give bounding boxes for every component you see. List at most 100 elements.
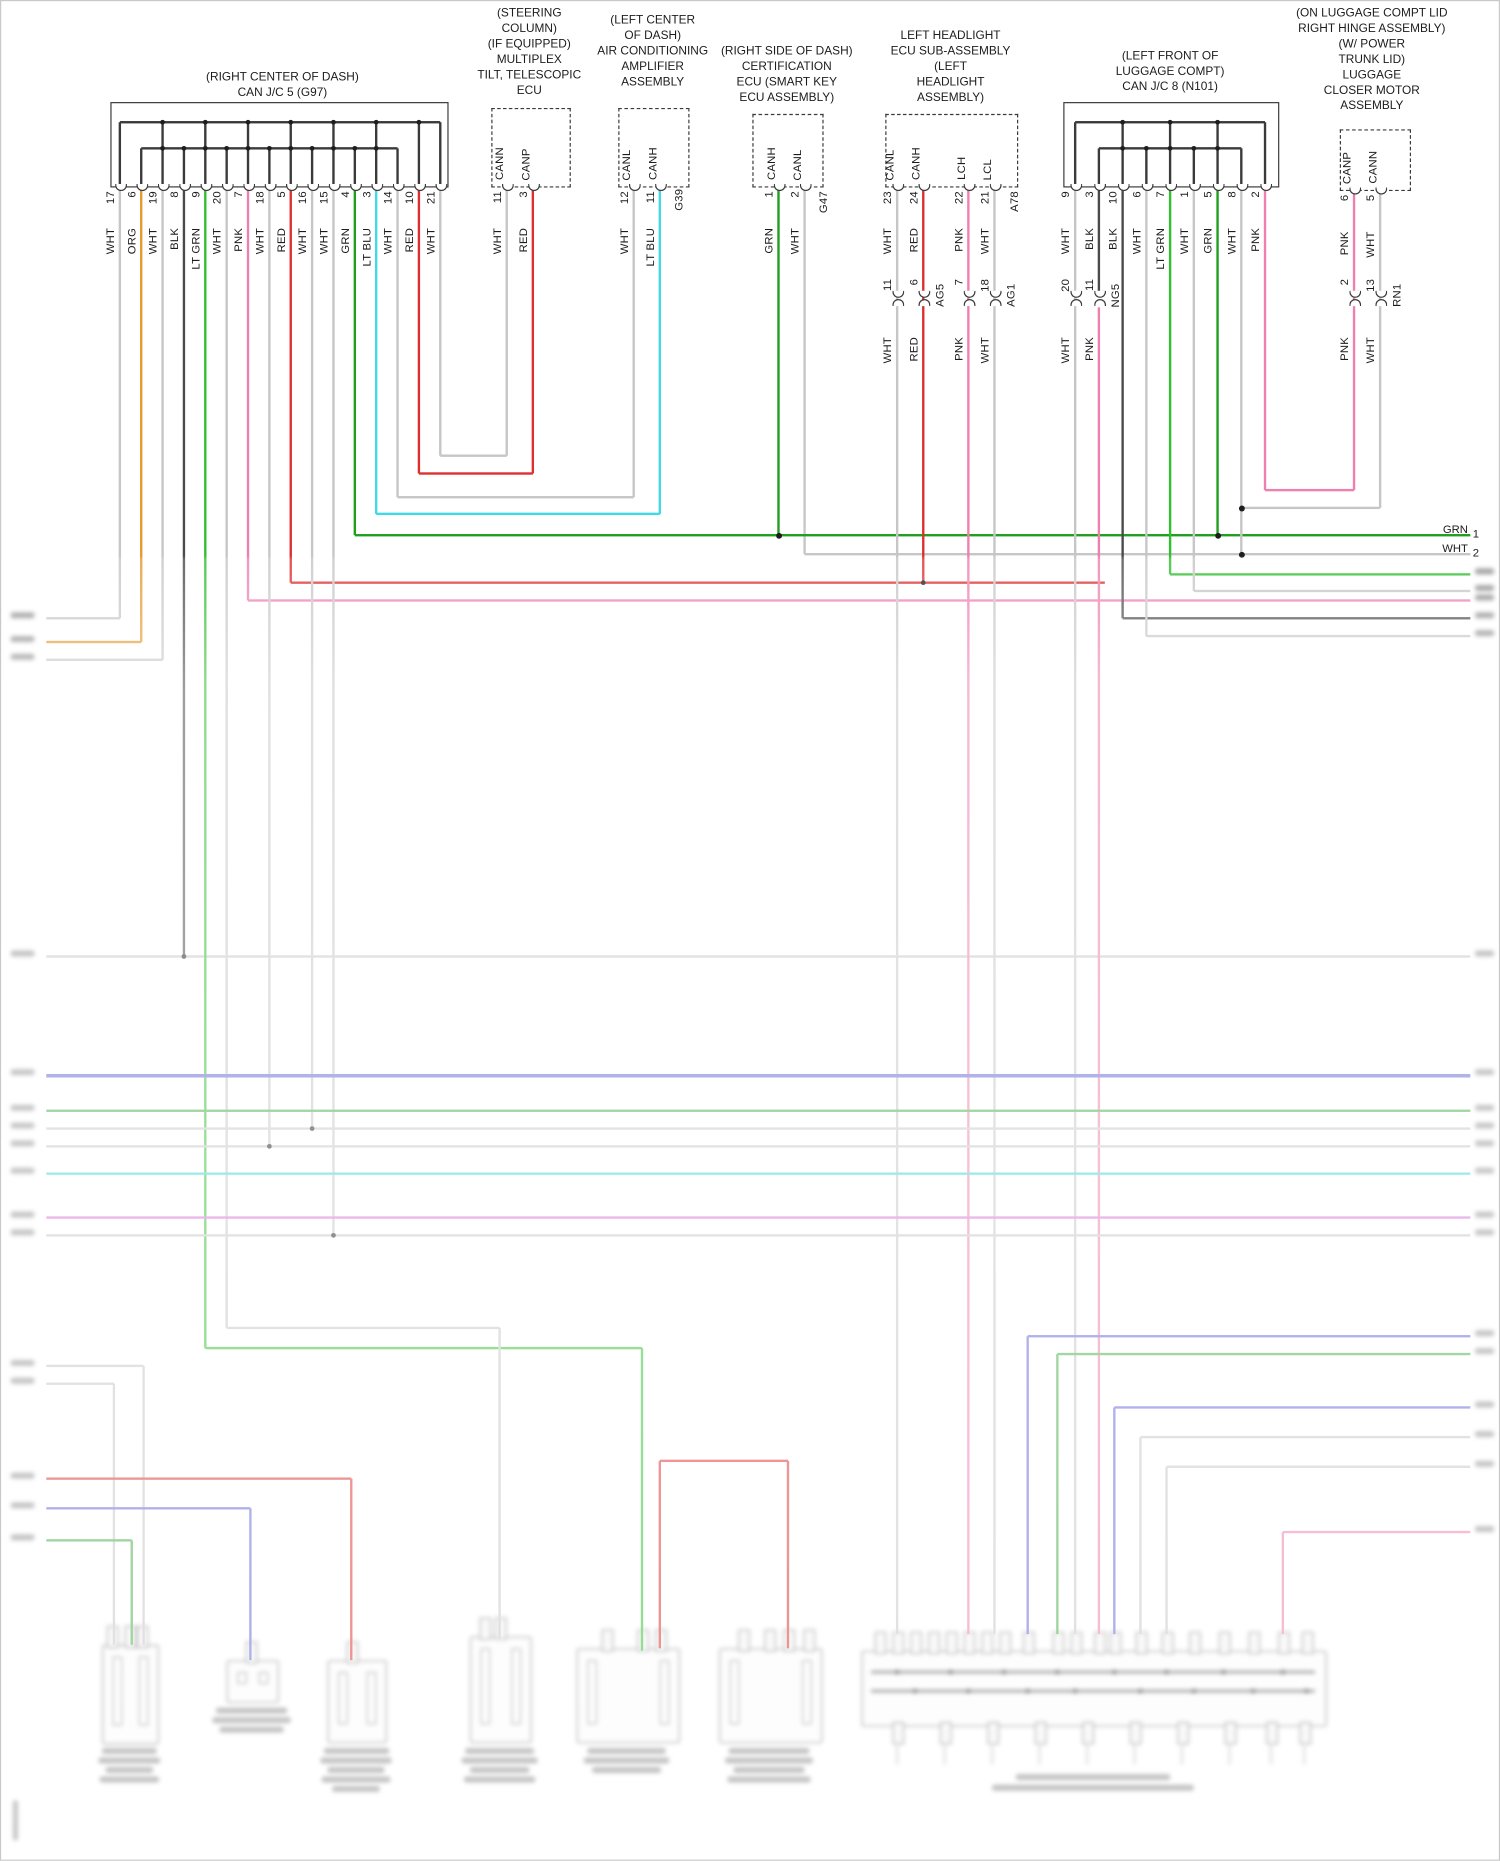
- connector-pin-stub: [892, 1721, 905, 1745]
- junction-dot: [1238, 504, 1245, 511]
- connector-slot: [511, 1648, 521, 1725]
- wire-color-label: RED: [403, 227, 417, 253]
- connector-pin-stub: [874, 1631, 887, 1655]
- pin-number: 6: [1130, 191, 1144, 198]
- wire-blu: [46, 1073, 1471, 1077]
- edge-wire-number: 1: [1472, 528, 1479, 542]
- component-title-ac-amplifier: AMPLIFIER: [621, 60, 685, 74]
- connector-pin-stub: [928, 1631, 940, 1655]
- wire-pnk: [248, 599, 1471, 602]
- junction-dot: [181, 954, 187, 959]
- pin-connector-symbol: [179, 183, 192, 192]
- wire-wht: [46, 955, 1471, 958]
- text-smudge: [10, 653, 35, 660]
- junction-dot: [373, 145, 379, 152]
- wire-color-label: WHT: [1178, 227, 1192, 255]
- wire-lt-grn: [204, 188, 207, 559]
- wire-blu: [1114, 1405, 1471, 1409]
- text-smudge: [10, 950, 35, 956]
- junction-dot: [1025, 1688, 1031, 1694]
- junction-dot: [1238, 551, 1245, 558]
- junction-dot: [159, 119, 166, 125]
- text-smudge: [464, 1776, 536, 1782]
- text-smudge: [102, 1748, 157, 1754]
- connector-pin-stub: [601, 1629, 614, 1652]
- wire-color-label: PNK: [1249, 227, 1263, 252]
- wire-red: [46, 1477, 352, 1481]
- junction-dot: [288, 145, 294, 152]
- junction-dot: [1143, 145, 1150, 152]
- wire-lt-grn: [205, 1346, 643, 1350]
- wire-mg: [46, 1216, 1471, 1220]
- wire-pnk: [246, 558, 250, 601]
- pin-number: 23: [881, 191, 895, 205]
- wire-wht: [1303, 1742, 1306, 1765]
- wire-grn2: [1057, 1352, 1471, 1356]
- text-smudge: [1475, 1122, 1495, 1128]
- text-smudge: [99, 1776, 160, 1782]
- wire-color-label: WHT: [318, 227, 332, 255]
- wire-rail: [1216, 122, 1219, 186]
- component-title-luggage-closer-motor: (ON LUGGAGE COMPT LID: [1296, 7, 1448, 21]
- wire-pnk: [1097, 558, 1101, 1635]
- junction-dot: [1250, 1688, 1256, 1694]
- wire-rail: [289, 122, 292, 186]
- connector-pin-stub: [939, 1721, 952, 1745]
- wire-lt-grn: [1168, 188, 1172, 559]
- wire-wht: [803, 188, 806, 555]
- pin-connector-symbol: [1260, 183, 1273, 192]
- junction-dot: [331, 1232, 336, 1238]
- pin-signal-label: CANL: [884, 149, 898, 181]
- component-title-certification-ecu: ECU ASSEMBLY): [739, 91, 835, 105]
- wire-color-label: RED: [517, 227, 531, 253]
- wire-color-label: RED: [275, 227, 289, 253]
- text-smudge: [10, 1122, 35, 1128]
- wire-grn2: [130, 1540, 134, 1645]
- text-smudge: [332, 1785, 380, 1792]
- wire-wht: [118, 558, 122, 619]
- wire-color-label: GRN: [1202, 227, 1216, 254]
- wire-color-label: LT BLU: [644, 227, 658, 267]
- component-title-can-jc-8: (LEFT FRONT OF: [1121, 49, 1219, 63]
- wire-rail: [225, 148, 228, 186]
- pin-connector-symbol: [628, 183, 641, 192]
- wire-rail: [439, 122, 442, 186]
- connector-pin-stub: [764, 1629, 777, 1652]
- wire-rail: [140, 148, 143, 186]
- text-smudge: [465, 1748, 535, 1754]
- junction-dot: [288, 119, 294, 125]
- pin-signal-label: CANH: [646, 147, 660, 181]
- connector-pin-stub: [1082, 1721, 1095, 1745]
- pin-number: 1: [1178, 191, 1192, 198]
- text-smudge: [728, 1748, 810, 1754]
- text-smudge: [1475, 1330, 1495, 1336]
- wire-pnk: [246, 188, 250, 559]
- component-title-left-headlight-ecu: ASSEMBLY): [917, 91, 985, 105]
- text-smudge: [727, 1776, 811, 1782]
- connector-slot: [587, 1660, 597, 1725]
- pin-connector-symbol: [799, 183, 812, 192]
- pin-number: 8: [168, 191, 182, 198]
- pin-connector-symbol: [1375, 290, 1388, 298]
- component-title-certification-ecu: ECU (SMART KEY: [736, 75, 838, 90]
- wire-wht: [46, 1145, 1471, 1148]
- pin-connector-symbol: [285, 183, 298, 192]
- junction-dot: [1138, 1688, 1143, 1694]
- connector-pin-stub: [1161, 1631, 1174, 1655]
- pin-connector-symbol: [264, 183, 277, 192]
- wire-wht: [161, 558, 164, 660]
- pin-number: 7: [232, 191, 246, 198]
- pin-signal-label: CANH: [765, 147, 779, 181]
- wire-rail: [311, 148, 313, 186]
- junction-dot: [1119, 119, 1126, 125]
- connector-pin-stub: [945, 1631, 958, 1655]
- wire-color-label: WHT: [104, 227, 118, 255]
- wire-rail: [1192, 148, 1195, 186]
- wire-color-label: WHT: [979, 227, 993, 255]
- wire-wht: [225, 188, 228, 559]
- wire-lt-blu: [658, 188, 661, 514]
- wire-wht: [439, 188, 442, 456]
- wire-rail: [1074, 122, 1077, 186]
